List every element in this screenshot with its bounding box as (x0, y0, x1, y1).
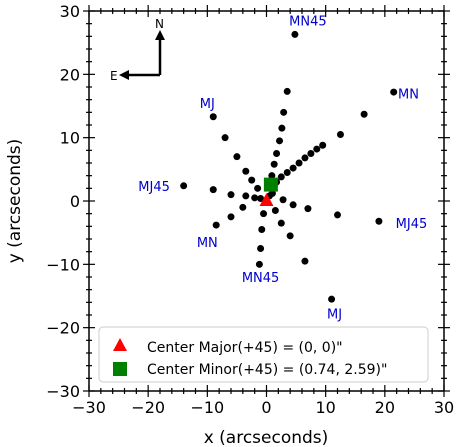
y-tick-label: 20 (60, 65, 80, 84)
data-point (283, 87, 291, 95)
annotations: MN45 MN MJ MJ45 MJ45 MN MN45 MJ (138, 15, 427, 323)
x-axis-label: x (arcseconds) (204, 428, 329, 447)
legend-marker-major (113, 338, 127, 351)
annotation-label: MJ (327, 308, 342, 323)
data-point (283, 169, 291, 176)
data-point (277, 219, 285, 227)
annotation-label: MN45 (242, 271, 279, 286)
data-point (258, 226, 266, 233)
data-point (277, 173, 285, 181)
y-tick-label: 0 (70, 192, 80, 211)
data-point (390, 88, 398, 96)
y-tick-label: 10 (60, 129, 80, 148)
data-point (360, 110, 368, 118)
data-point (268, 172, 276, 180)
data-point (301, 257, 309, 265)
center-markers (259, 177, 278, 206)
data-point (260, 210, 268, 218)
annotation-label: MJ45 (396, 217, 428, 232)
data-point (319, 141, 327, 149)
compass-north-label: N (155, 17, 164, 31)
data-point (304, 205, 312, 213)
data-points (180, 30, 398, 303)
legend-entry-major: Center Major(+45) = (0, 0)" (147, 340, 343, 356)
x-tick-label: −20 (131, 398, 165, 417)
data-point (209, 113, 217, 121)
x-tick-label: −30 (72, 398, 106, 417)
plot-frame (88, 10, 445, 392)
compass: N E (110, 17, 165, 83)
legend-marker-minor (113, 362, 127, 376)
y-axis-label: y (arcseconds) (5, 139, 25, 264)
legend-box (98, 326, 429, 383)
x-tick-label: 10 (315, 398, 335, 417)
data-point (248, 176, 256, 184)
annotation-label: MJ (200, 97, 215, 112)
ticks: −30 −20 −10 0 10 20 30 −30 −20 −10 0 10 20 30 (46, 2, 454, 417)
data-point (221, 134, 229, 142)
data-point (313, 145, 321, 153)
annotation-label: MJ45 (138, 180, 170, 195)
x-tick-label: 30 (434, 398, 454, 417)
data-point (286, 232, 294, 240)
data-point (289, 164, 297, 172)
data-point (280, 108, 288, 116)
data-point (278, 124, 286, 132)
data-point (233, 153, 241, 161)
data-point (301, 154, 309, 162)
data-point (227, 213, 235, 221)
data-point (289, 201, 297, 209)
data-point (227, 191, 235, 199)
legend: Center Major(+45) = (0, 0)" Center Minor… (98, 326, 429, 383)
data-point (375, 217, 383, 225)
data-point (254, 184, 262, 192)
data-point (336, 131, 344, 138)
data-point (273, 150, 281, 157)
y-tick-label: −10 (46, 255, 80, 274)
data-point (276, 137, 284, 145)
y-tick-label: −30 (46, 382, 80, 401)
legend-entry-minor: Center Minor(+45) = (0.74, 2.59)" (147, 362, 387, 378)
annotation-label: MN (197, 236, 218, 251)
annotation-label: MN (398, 87, 419, 102)
compass-east-label: E (110, 69, 118, 83)
data-point (268, 189, 276, 197)
y-tick-label: −20 (46, 319, 80, 338)
data-point (257, 194, 265, 202)
data-point (212, 221, 220, 229)
data-point (279, 196, 287, 204)
annotation-label: MN45 (289, 15, 326, 30)
data-point (242, 192, 250, 200)
x-tick-label: −10 (190, 398, 224, 417)
data-point (270, 160, 278, 168)
data-point (291, 30, 299, 38)
data-point (239, 203, 247, 211)
center-major-marker (259, 193, 274, 206)
data-point (271, 207, 279, 214)
data-point (209, 186, 217, 194)
center-minor-marker (263, 177, 278, 192)
x-tick-label: 0 (261, 398, 271, 417)
x-tick-label: 20 (375, 398, 395, 417)
data-point (242, 167, 250, 175)
data-point (251, 194, 259, 202)
data-point (328, 295, 336, 303)
y-tick-label: 30 (60, 2, 80, 21)
data-point (255, 260, 263, 268)
data-point (295, 159, 303, 167)
data-point (307, 150, 315, 157)
data-point (180, 182, 188, 190)
data-point (257, 245, 265, 252)
data-point (334, 211, 341, 219)
